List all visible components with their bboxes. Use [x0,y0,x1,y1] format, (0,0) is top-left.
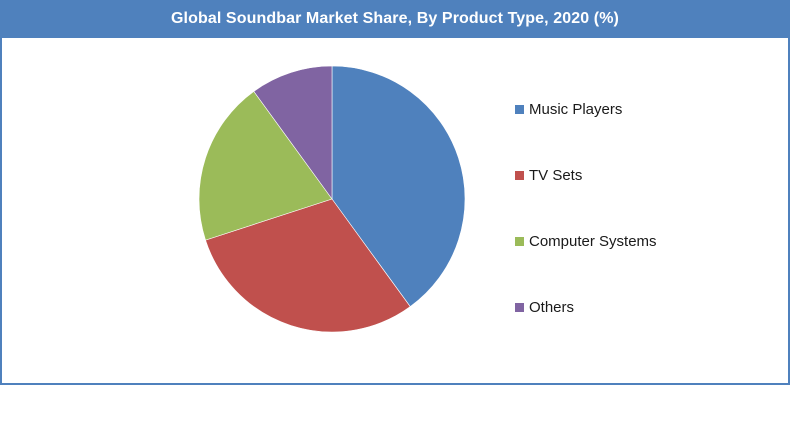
pie-slice-others [253,65,333,200]
legend-label-others: Others [529,299,575,316]
legend-label-music-players: Music Players [529,101,623,118]
pie-slice-tv-sets [205,198,411,333]
legend-swatch-tv-sets [515,171,524,180]
pie-slices [198,65,466,333]
pie-slice-music-players [331,65,466,308]
chart-title: Global Soundbar Market Share, By Product… [2,2,788,38]
legend-swatch-computer-systems [515,237,524,246]
legend-swatch-music-players [515,105,524,114]
legend-label-tv-sets: TV Sets [529,167,583,184]
chart-frame: Global Soundbar Market Share, By Product… [0,0,790,385]
legend-label-computer-systems: Computer Systems [529,233,657,250]
pie-chart [198,65,466,333]
legend-swatch-others [515,303,524,312]
pie-slice-computer-systems [198,90,333,241]
